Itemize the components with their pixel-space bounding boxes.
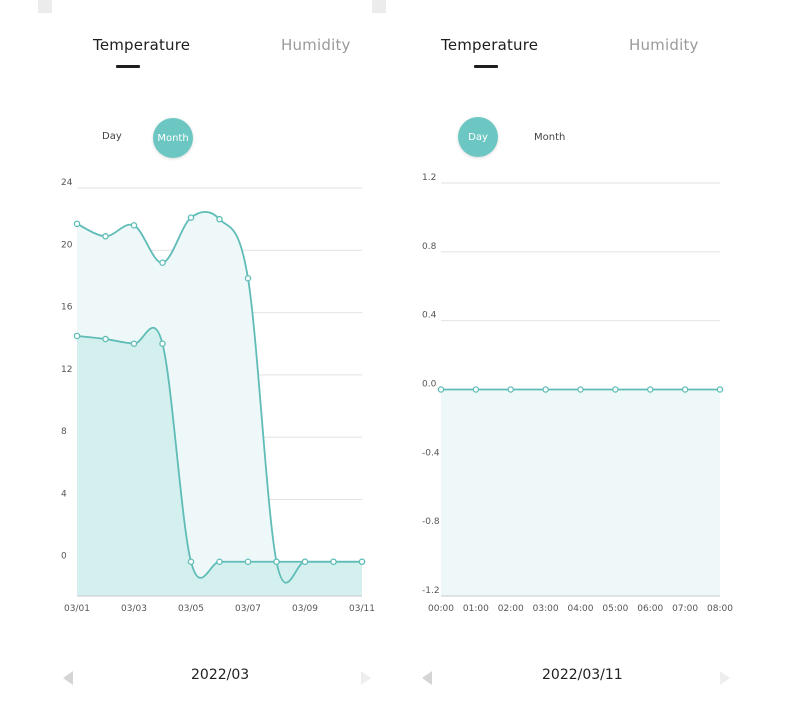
series-area: [77, 327, 362, 596]
y-tick-label: 0.8: [422, 242, 437, 252]
tab-temperature[interactable]: Temperature: [93, 36, 191, 54]
active-tab-indicator: [116, 65, 140, 68]
x-tick-label: 03/07: [235, 604, 261, 614]
y-tick-label: -0.8: [422, 517, 440, 527]
tab-temperature[interactable]: Temperature: [441, 36, 539, 54]
y-tick-label: 0.0: [422, 380, 437, 390]
y-tick-label: 20: [61, 240, 73, 250]
y-tick-label: 4: [61, 489, 67, 499]
top-edge-block: [372, 0, 386, 13]
x-tick-label: 03/05: [178, 604, 204, 614]
data-point: [472, 386, 480, 393]
data-point: [273, 558, 280, 565]
y-tick-label: 1.2: [422, 173, 436, 183]
previous-period-arrow-icon[interactable]: [422, 671, 432, 685]
period-label: 2022/03: [191, 667, 250, 683]
daily-temperature-panel: Temperature Humidity Day Month -1.2 -0.8-…: [400, 0, 800, 704]
x-tick-label: 04:00: [568, 604, 594, 614]
data-point: [73, 332, 81, 340]
y-tick-label: 16: [61, 303, 73, 313]
y-tick-label: 12: [61, 365, 72, 375]
data-point: [216, 215, 223, 223]
data-point: [716, 386, 724, 393]
x-tick-label: 03/01: [64, 604, 90, 614]
data-point: [358, 558, 366, 565]
data-point: [681, 386, 689, 393]
data-point: [612, 386, 619, 393]
data-point: [507, 386, 515, 393]
day-toggle[interactable]: Day: [458, 117, 498, 157]
y-tick-label: 8: [61, 427, 67, 437]
data-point: [301, 558, 309, 565]
x-tick-label: 02:00: [498, 604, 524, 614]
data-point: [102, 335, 109, 343]
period-label: 2022/03/11: [542, 667, 623, 683]
data-point: [244, 558, 252, 565]
x-tick-label: 06:00: [637, 604, 663, 614]
month-toggle[interactable]: Month: [153, 118, 193, 158]
data-point: [187, 558, 195, 565]
data-point: [646, 386, 654, 393]
day-toggle[interactable]: Day: [102, 131, 122, 142]
data-point: [244, 275, 252, 282]
top-edge-block: [38, 0, 52, 13]
tab-humidity[interactable]: Humidity: [281, 36, 351, 54]
x-tick-label: 08:00: [707, 604, 733, 614]
y-tick-label: -1.2: [422, 586, 440, 596]
x-tick-label: 01:00: [463, 604, 489, 614]
x-tick-label: 03/09: [292, 604, 318, 614]
data-point: [216, 558, 223, 565]
y-tick-label: 0.4: [422, 311, 437, 321]
data-point: [130, 340, 138, 347]
x-tick-label: 07:00: [672, 604, 698, 614]
data-point: [437, 386, 445, 393]
temperature-day-chart: -1.2 -0.8 -0.4 0.0 0.4 0.8 1.2 00:00 01:00 02:00 0…: [422, 173, 733, 614]
y-tick-label: -0.4: [422, 448, 440, 458]
previous-period-arrow-icon[interactable]: [63, 671, 73, 685]
series-area: [441, 389, 720, 596]
tab-humidity[interactable]: Humidity: [629, 36, 699, 54]
active-tab-indicator: [474, 65, 498, 68]
next-period-arrow-icon[interactable]: [361, 671, 371, 685]
data-point: [187, 214, 195, 221]
x-tick-label: 03/03: [121, 604, 147, 614]
data-point: [542, 386, 549, 393]
temperature-month-chart: 0 4 8 12 16 20 24 03/01 03/03 03/05 03/07 03/09 03/1…: [61, 178, 375, 614]
next-period-arrow-icon[interactable]: [720, 671, 730, 685]
x-tick-label: 05:00: [602, 604, 628, 614]
data-point: [577, 386, 584, 393]
data-point: [159, 340, 166, 347]
x-tick-label: 00:00: [428, 604, 454, 614]
data-point: [73, 220, 81, 228]
y-tick-label: 24: [61, 178, 73, 188]
data-point: [330, 558, 337, 565]
month-toggle[interactable]: Month: [534, 132, 566, 143]
y-tick-label: 0: [61, 552, 67, 562]
x-tick-label: 03:00: [533, 604, 559, 614]
data-point: [159, 259, 166, 266]
x-tick-label: 03/11: [349, 604, 375, 614]
data-point: [102, 233, 109, 240]
monthly-temperature-panel: Temperature Humidity Day Month 0 4 8 12 16 20…: [61, 36, 375, 685]
data-point: [130, 222, 138, 229]
